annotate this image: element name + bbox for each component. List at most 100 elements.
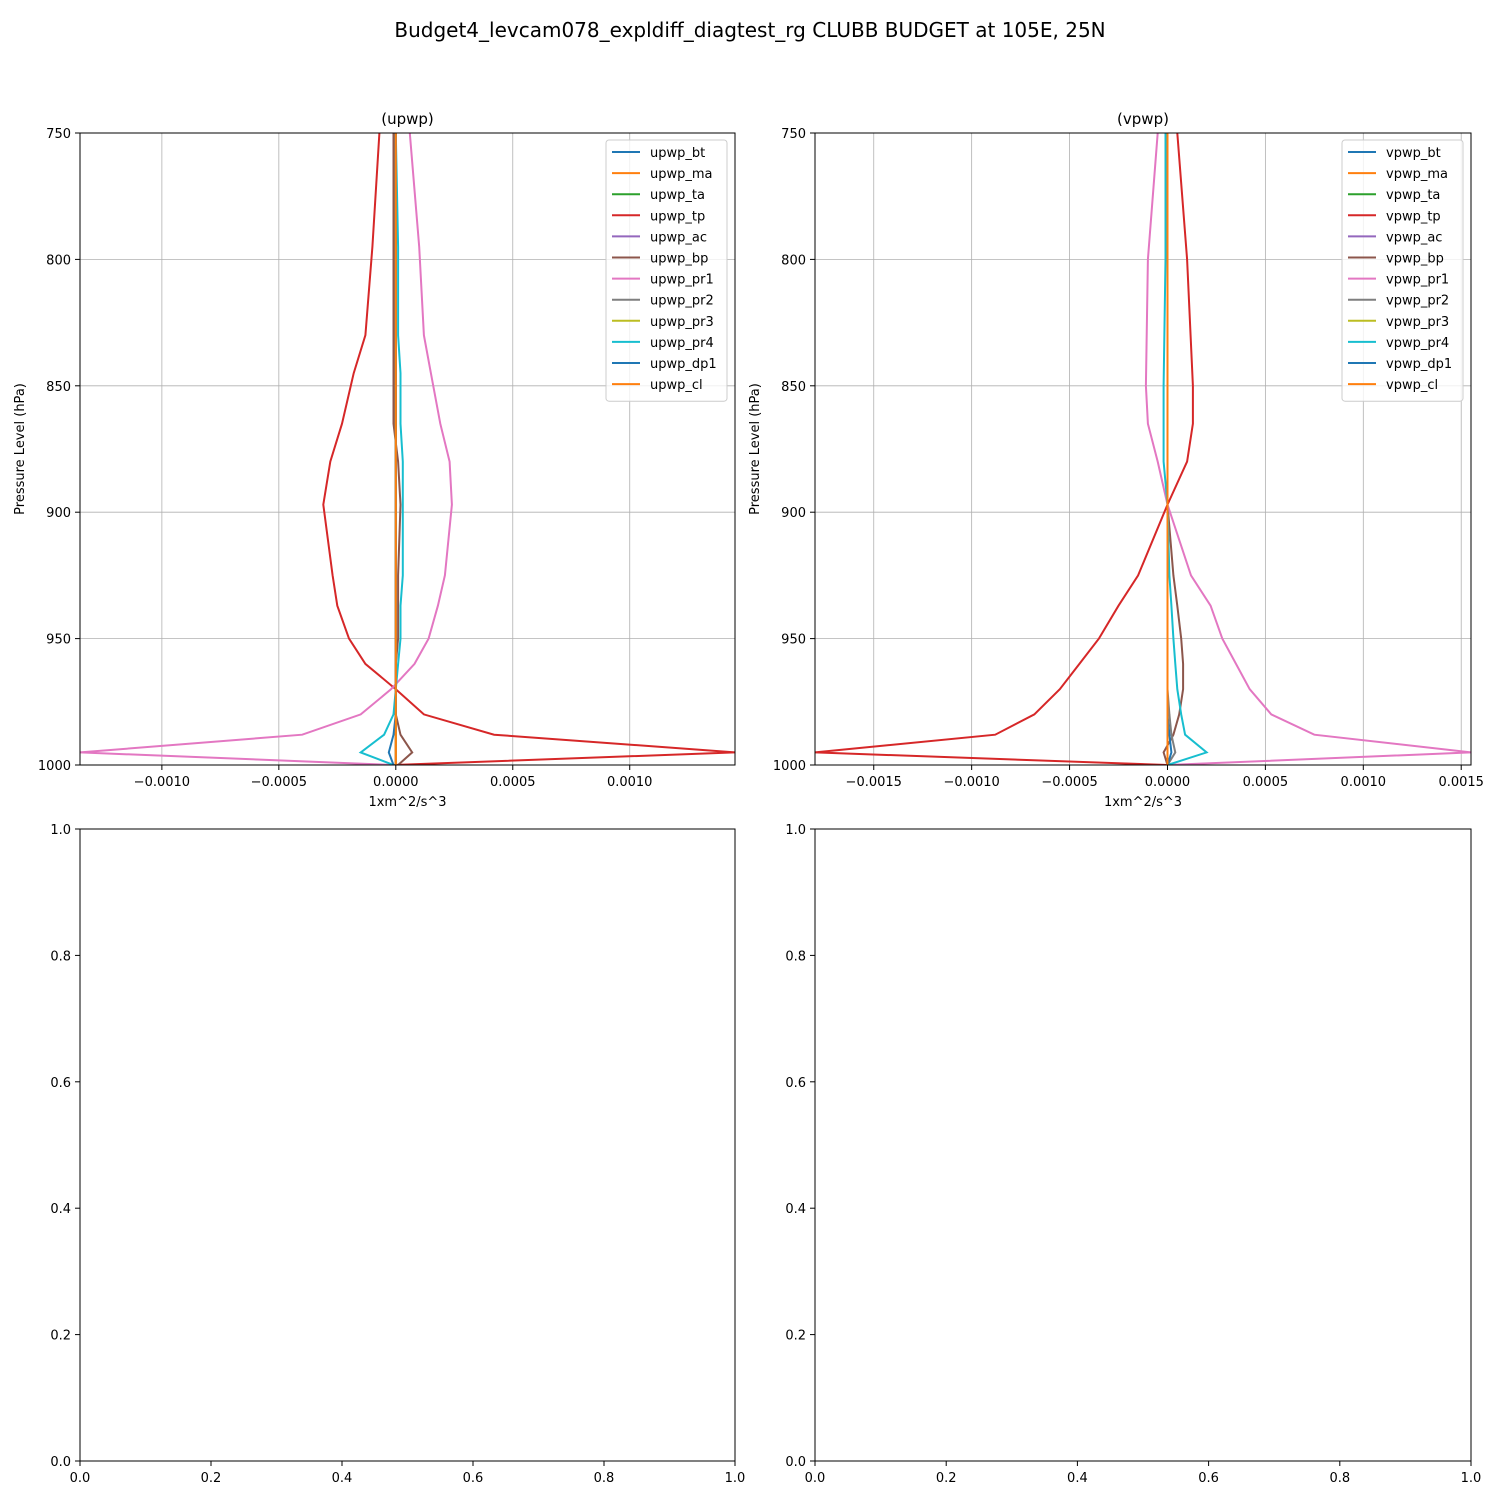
y-tick-label: 0.0 <box>785 1455 806 1470</box>
y-tick-label: 0.2 <box>50 1329 71 1344</box>
x-tick-label: −0.0015 <box>846 775 902 790</box>
legend-entry: upwp_tp <box>650 209 705 224</box>
panel-3: 0.0 0.2 0.4 0.6 0.8 1.0 0.0 0.2 0.4 0.6 0.8 1.0 <box>50 823 745 1486</box>
axes-frame <box>814 132 1472 766</box>
x-tick-label: 0.2 <box>936 1471 957 1486</box>
legend-entry: vpwp_ac <box>1386 230 1442 245</box>
legend-entry: vpwp_tp <box>1386 209 1441 224</box>
legend-entry: vpwp_pr4 <box>1386 336 1449 351</box>
series-line-vpwp_tp <box>815 133 1194 765</box>
y-tick-label: 0.6 <box>50 1076 71 1091</box>
legend-entry: vpwp_bp <box>1386 252 1444 267</box>
x-tick-label: 0.0 <box>805 1471 826 1486</box>
x-tick-label: 0.4 <box>1067 1471 1088 1486</box>
legend-entry: vpwp_pr1 <box>1386 273 1449 288</box>
legend-entry: vpwp_ma <box>1386 167 1448 182</box>
axes-frame <box>814 828 1472 1462</box>
legend-entry: upwp_pr1 <box>650 273 714 288</box>
y-tick-label: 900 <box>781 506 806 521</box>
legend-entry: upwp_pr2 <box>650 294 714 309</box>
x-tick-label: −0.0010 <box>943 775 999 790</box>
y-tick-label: 750 <box>46 127 71 142</box>
legend-entry: vpwp_cl <box>1386 378 1438 393</box>
series-line-upwp_pr4 <box>358 133 404 765</box>
x-tick-label: 0.0005 <box>490 775 536 790</box>
y-tick-label: 1000 <box>38 759 71 774</box>
x-tick-label: 0.0000 <box>1145 775 1191 790</box>
series-line-vpwp_pr2 <box>1166 133 1177 765</box>
panels: −0.0010 −0.0005 0.0000 0.0005 0.0010 750 800 85… <box>13 110 1484 1486</box>
y-tick-label: 750 <box>781 127 806 142</box>
y-tick-label: 0.8 <box>785 949 806 964</box>
series-line-upwp_tp <box>322 133 735 765</box>
y-tick-label: 950 <box>781 633 806 648</box>
series-line-vpwp_pr1 <box>1144 133 1471 765</box>
x-tick-label: 0.2 <box>201 1471 222 1486</box>
x-tick-label: 0.0010 <box>607 775 653 790</box>
y-tick-label: 800 <box>781 253 806 268</box>
x-tick-label: 0.6 <box>1198 1471 1219 1486</box>
x-tick-label: 1.0 <box>725 1471 746 1486</box>
legend-entry: vpwp_pr3 <box>1386 315 1449 330</box>
legend-entry: vpwp_pr2 <box>1386 294 1449 309</box>
legend-entry: upwp_dp1 <box>650 357 717 372</box>
legend-entry: vpwp_ta <box>1386 188 1440 203</box>
legend: upwp_bt upwp_ma upwp_ta upwp_tp upwp_ac upwp_… <box>605 139 728 402</box>
y-tick-label: 900 <box>46 506 71 521</box>
series-line-vpwp_pr4 <box>1162 133 1209 765</box>
legend-entry: upwp_ma <box>650 167 713 182</box>
x-tick-label: 0.0000 <box>373 775 419 790</box>
panel-2: −0.0015 −0.0010 −0.0005 0.0000 0.0005 0.0010 0… <box>748 110 1484 810</box>
y-tick-label: 850 <box>781 380 806 395</box>
legend-entry: upwp_cl <box>650 378 703 393</box>
y-tick-label: 1000 <box>773 759 806 774</box>
x-tick-label: −0.0010 <box>134 775 190 790</box>
y-tick-label: 850 <box>46 380 71 395</box>
x-tick-label: 0.6 <box>463 1471 484 1486</box>
x-axis-label: 1xm^2/s^3 <box>1104 795 1182 810</box>
legend-entry: upwp_bp <box>650 252 708 267</box>
y-tick-label: 1.0 <box>50 823 71 838</box>
x-tick-label: 0.0015 <box>1438 775 1484 790</box>
y-tick-label: 0.8 <box>50 949 71 964</box>
legend-entry: upwp_ta <box>650 188 705 203</box>
series-line-upwp_dp1 <box>387 133 397 765</box>
legend: vpwp_bt vpwp_ma vpwp_ta vpwp_tp vpwp_ac vpwp_… <box>1341 139 1464 402</box>
x-tick-label: 1.0 <box>1461 1471 1482 1486</box>
legend-entry: upwp_pr4 <box>650 336 714 351</box>
legend-entry: vpwp_dp1 <box>1386 357 1452 372</box>
axes-frame <box>79 828 736 1462</box>
x-tick-label: 0.0005 <box>1243 775 1289 790</box>
x-axis-label: 1xm^2/s^3 <box>368 795 446 810</box>
legend-box <box>1341 139 1464 402</box>
y-axis-label: Pressure Level (hPa) <box>13 383 28 515</box>
panel-title: (upwp) <box>381 110 434 128</box>
y-tick-label: 0.2 <box>785 1329 806 1344</box>
x-tick-label: 0.0 <box>70 1471 91 1486</box>
x-tick-label: 0.0010 <box>1341 775 1387 790</box>
legend-entry: upwp_pr3 <box>650 315 714 330</box>
axes-frame <box>79 132 736 766</box>
legend-box <box>605 139 728 402</box>
legend-entry: vpwp_bt <box>1386 146 1441 161</box>
x-tick-label: −0.0005 <box>1041 775 1097 790</box>
panel-title: (vpwp) <box>1117 110 1169 128</box>
series-line-upwp_bp <box>392 133 414 765</box>
legend-entry: upwp_bt <box>650 146 705 161</box>
y-tick-label: 1.0 <box>785 823 806 838</box>
y-tick-label: 0.0 <box>50 1455 71 1470</box>
series-line-upwp_pr1 <box>80 133 453 765</box>
y-tick-label: 0.4 <box>785 1202 806 1217</box>
figure-title: Budget4_levcam078_expldiff_diagtest_rg C… <box>394 18 1105 42</box>
panel-1: −0.0010 −0.0005 0.0000 0.0005 0.0010 750 800 85… <box>13 110 736 810</box>
x-tick-label: −0.0005 <box>251 775 307 790</box>
x-tick-label: 0.8 <box>594 1471 615 1486</box>
y-tick-label: 950 <box>46 633 71 648</box>
y-tick-label: 0.4 <box>50 1202 71 1217</box>
panel-4: 0.0 0.2 0.4 0.6 0.8 1.0 0.0 0.2 0.4 0.6 0.8 1.0 <box>785 823 1481 1486</box>
x-tick-label: 0.4 <box>332 1471 353 1486</box>
y-axis-label: Pressure Level (hPa) <box>748 383 763 515</box>
y-tick-label: 0.6 <box>785 1076 806 1091</box>
legend-entry: upwp_ac <box>650 230 707 245</box>
